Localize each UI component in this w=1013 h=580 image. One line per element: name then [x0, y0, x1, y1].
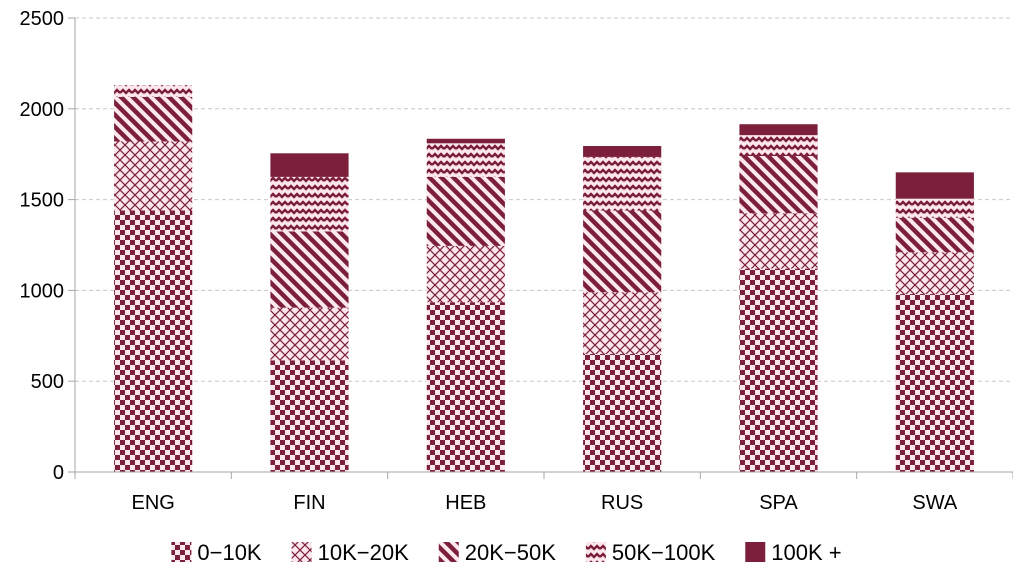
bar-segment-heb-series-3 [427, 143, 505, 177]
legend-swatch [171, 542, 191, 562]
gridlines [75, 18, 1013, 381]
bar-segment-spa-series-0 [739, 269, 817, 472]
legend-label: 10K−20K [318, 540, 409, 565]
bar-segment-swa-series-2 [896, 218, 974, 253]
bar-segment-eng-series-1 [114, 141, 192, 210]
legend-swatch [439, 542, 459, 562]
bar-segment-spa-series-1 [739, 213, 817, 268]
bar-segment-eng-series-2 [114, 97, 192, 141]
x-tick-label: HEB [445, 492, 486, 514]
bar-stack-eng [114, 85, 192, 472]
legend-item: 100K + [745, 540, 841, 565]
bar-segment-fin-series-4 [270, 153, 348, 177]
legend-item: 20K−50K [439, 540, 556, 565]
bar-segment-rus-series-1 [583, 292, 661, 354]
bar-segment-fin-series-1 [270, 308, 348, 361]
legend-item: 10K−20K [292, 540, 409, 565]
bar-segment-rus-series-2 [583, 210, 661, 292]
legend-label: 100K + [771, 540, 841, 565]
bar-stack-swa [896, 172, 974, 472]
legend-swatch [586, 542, 606, 562]
bar-segment-swa-series-3 [896, 199, 974, 218]
bar-stack-spa [739, 124, 817, 472]
y-tick-label: 1000 [20, 280, 65, 302]
legend-swatch [745, 542, 765, 562]
legend: 0−10K 10K−20K 20K−50K 50K−100K 100K + [171, 540, 841, 565]
bar-segment-rus-series-3 [583, 157, 661, 211]
legend-swatch [292, 542, 312, 562]
legend-item: 50K−100K [586, 540, 716, 565]
bar-segment-rus-series-4 [583, 146, 661, 157]
y-tick-label: 2000 [20, 99, 65, 121]
bar-segment-spa-series-4 [739, 124, 817, 135]
bar-segment-heb-series-0 [427, 302, 505, 472]
bar-stack-rus [583, 146, 661, 472]
bar-segment-spa-series-3 [739, 135, 817, 156]
bar-segment-heb-series-2 [427, 177, 505, 246]
x-tick-label: FIN [293, 492, 325, 514]
bar-segment-fin-series-0 [270, 360, 348, 472]
bar-segment-swa-series-0 [896, 294, 974, 472]
legend-item: 0−10K [171, 540, 262, 565]
bar-segment-eng-series-0 [114, 210, 192, 472]
bar-segment-heb-series-4 [427, 139, 505, 144]
x-tick-label: RUS [601, 492, 643, 514]
bar-segment-spa-series-2 [739, 156, 817, 213]
bar-segment-eng-series-3 [114, 85, 192, 97]
bar-stack-heb [427, 139, 505, 472]
bar-segment-fin-series-2 [270, 231, 348, 307]
bar-segment-fin-series-3 [270, 177, 348, 231]
x-tick-label: SWA [912, 492, 957, 514]
legend-label: 20K−50K [465, 540, 556, 565]
y-tick-label: 1500 [20, 190, 65, 212]
bar-segment-rus-series-0 [583, 354, 661, 472]
bar-stack-fin [270, 153, 348, 472]
legend-label: 50K−100K [612, 540, 716, 565]
bars [114, 85, 974, 472]
x-tick-label: SPA [759, 492, 798, 514]
bar-segment-swa-series-4 [896, 172, 974, 198]
bar-segment-heb-series-1 [427, 246, 505, 302]
bar-segment-swa-series-1 [896, 252, 974, 294]
y-tick-label: 2500 [20, 8, 65, 30]
y-tick-label: 500 [31, 371, 64, 393]
y-tick-label: 0 [53, 462, 64, 484]
x-tick-label: ENG [131, 492, 174, 514]
legend-label: 0−10K [197, 540, 262, 565]
